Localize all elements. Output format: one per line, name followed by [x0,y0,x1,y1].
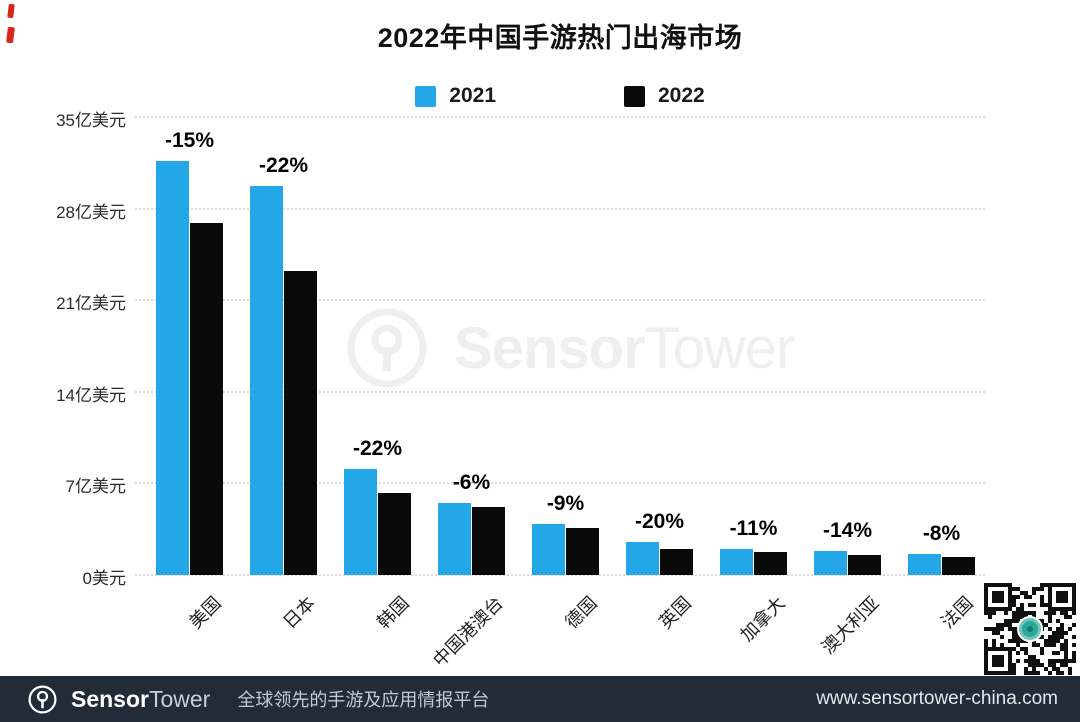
red-annotation-mark [6,26,15,44]
footer-brand-block: SensorTower 全球领先的手游及应用情报平台 [0,684,489,715]
qr-center-logo-icon [1017,616,1043,642]
legend-item-2022: 2022 [624,84,705,108]
change-label-英国: -20% [634,510,685,534]
y-tick-label: 35亿美元 [56,111,126,130]
y-tick-label: 14亿美元 [56,385,126,405]
footer-tagline: 全球领先的手游及应用情报平台 [237,690,490,710]
bar-2021-英国 [626,542,659,575]
bar-2022-韩国 [378,492,411,575]
qr-code-pattern [984,583,1076,680]
bar-2021-韩国 [344,469,377,575]
footer-brand-text: SensorTower [71,685,211,712]
y-tick-label: 7亿美元 [65,477,126,497]
legend-swatch-2022 [624,85,645,107]
bar-2021-中国港澳台 [438,503,471,575]
change-label-法国: -8% [922,522,961,546]
gridline-28 [135,207,985,210]
legend-label: 2022 [658,84,705,107]
gridline-35 [135,116,985,118]
bar-2022-英国 [660,548,693,575]
change-label-美国: -15% [164,129,215,153]
bar-2021-澳大利亚 [814,551,847,575]
bar-2022-加拿大 [754,552,787,575]
change-label-澳大利亚: -14% [822,519,873,543]
gridline-21 [135,299,985,302]
legend-swatch-2021 [415,85,437,107]
legend-label: 2021 [449,84,496,107]
change-label-德国: -9% [546,491,585,515]
y-tick-label: 28亿美元 [56,202,126,222]
chart-legend: 2021 2022 [135,84,985,108]
sensortower-logo-icon [28,685,57,713]
bar-2021-美国 [156,161,189,575]
bar-2022-澳大利亚 [848,555,881,575]
change-label-中国港澳台: -6% [452,471,491,495]
sensortower-watermark: SensorTower [346,306,795,390]
bar-2021-加拿大 [720,548,753,575]
footer-url: www.sensortower-china.com [816,688,1058,709]
sensortower-logo-icon [347,308,427,388]
bar-2022-美国 [190,222,223,575]
legend-item-2021: 2021 [415,84,496,108]
red-annotation-mark [7,3,15,19]
bar-2022-日本 [284,271,317,575]
bar-2022-德国 [566,527,599,575]
bar-2022-法国 [942,556,975,575]
y-tick-label: 0美元 [82,569,126,588]
gridline-0 [135,574,985,576]
bar-2021-德国 [532,523,565,575]
change-label-日本: -22% [258,154,309,178]
bar-2021-法国 [908,554,941,575]
qr-code [984,583,1076,675]
chart-title: 2022年中国手游热门出海市场 [377,23,743,53]
gridline-7 [135,482,985,485]
footer-bar: SensorTower 全球领先的手游及应用情报平台 www.sensortow… [0,676,1080,722]
watermark-text: SensorTower [454,315,795,381]
bar-2022-中国港澳台 [472,506,505,575]
change-label-韩国: -22% [352,437,403,460]
y-tick-label: 21亿美元 [56,294,126,314]
bar-2021-日本 [250,186,283,575]
gridline-14 [135,390,985,393]
change-label-加拿大: -11% [729,516,778,540]
